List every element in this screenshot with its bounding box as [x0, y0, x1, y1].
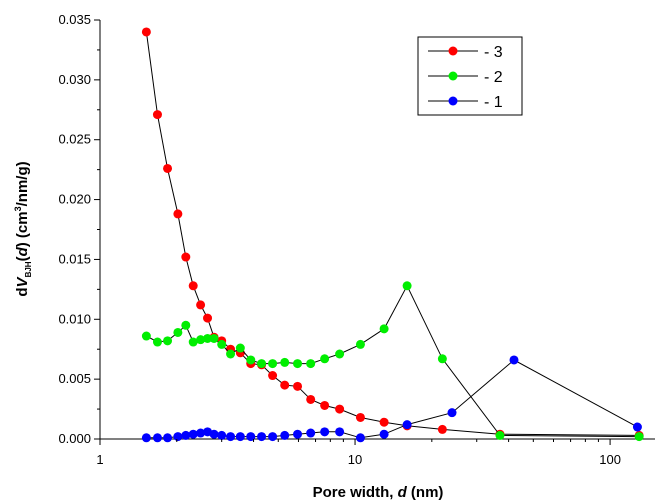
series-1-point	[447, 408, 457, 418]
series-3-line	[145, 31, 640, 436]
series-2-point	[379, 324, 389, 334]
series-1-point	[379, 429, 389, 439]
series-3-point	[188, 281, 198, 291]
series-1-point	[280, 430, 290, 440]
series-1-point	[335, 427, 345, 437]
series-2-point	[217, 339, 227, 349]
series-1-point	[320, 427, 330, 437]
series-1-point	[293, 429, 303, 439]
series-2-point	[257, 359, 267, 369]
series-3-point	[173, 209, 183, 219]
series-3-point	[163, 163, 173, 173]
series-1-point	[268, 432, 278, 442]
series-2-point	[163, 336, 173, 346]
series-1-point	[306, 428, 316, 438]
series-2-line	[146, 284, 640, 438]
series-2-point	[437, 354, 447, 364]
series-3-point	[141, 27, 151, 37]
series-2-point	[196, 335, 206, 345]
series-1-point	[141, 433, 151, 443]
series-2-point	[173, 327, 183, 337]
plot-area: 1 10 100 0.000 0.005 0.010 0.015 0.020 0.025 0.03…	[58, 12, 655, 467]
series-layer	[141, 27, 644, 443]
series-2	[141, 281, 644, 442]
x-tick-label: 100	[599, 452, 621, 467]
series-1-point	[632, 422, 642, 432]
series-3-point	[293, 381, 303, 391]
series-1-point	[355, 433, 365, 443]
series-2-point	[246, 355, 256, 365]
series-2-point	[634, 432, 644, 442]
series-3-point	[203, 313, 213, 323]
legend-label-3: - 3	[484, 44, 503, 61]
x-tick-label: 10	[348, 452, 362, 467]
series-2-point	[280, 357, 290, 367]
y-tick-label: 0.030	[58, 72, 91, 87]
series-1-point	[235, 432, 245, 442]
legend-label-1: - 1	[484, 94, 503, 111]
legend-marker-3	[448, 46, 458, 56]
series-3-point	[379, 417, 389, 427]
series-2-point	[293, 359, 303, 369]
series-2-point	[335, 349, 345, 359]
series-1-point	[196, 428, 206, 438]
series-3-point	[280, 380, 290, 390]
series-1-point	[509, 355, 519, 365]
series-1-point	[402, 420, 412, 430]
series-2-point	[495, 430, 505, 440]
series-2-point	[402, 281, 412, 291]
y-tick-label: 0.000	[58, 431, 91, 446]
plot-frame	[100, 20, 655, 439]
series-2-point	[355, 339, 365, 349]
x-tick-label: 1	[96, 452, 103, 467]
series-1-point	[246, 432, 256, 442]
series-1-point	[226, 432, 236, 442]
y-axis-title: dVBJH(d) (cm3/nm/g)	[13, 161, 33, 296]
series-3	[141, 27, 644, 440]
series-2-point	[209, 333, 219, 343]
series-2-point	[306, 359, 316, 369]
series-1-line	[146, 359, 638, 439]
series-2-point	[188, 337, 198, 347]
series-2-point	[320, 354, 330, 364]
series-3-point	[335, 404, 345, 414]
series-3-point	[320, 400, 330, 410]
y-tick-label: 0.035	[58, 12, 91, 27]
series-1-point	[181, 430, 191, 440]
series-1	[141, 355, 642, 443]
series-3-point	[268, 371, 278, 381]
series-2-point	[268, 359, 278, 369]
y-tick-label: 0.015	[58, 251, 91, 266]
y-tick-label: 0.025	[58, 132, 91, 147]
series-3-point	[181, 252, 191, 262]
series-3-point	[306, 394, 316, 404]
series-1-point	[257, 432, 267, 442]
series-2-point	[235, 343, 245, 353]
series-1-point	[188, 429, 198, 439]
series-3-point	[437, 424, 447, 434]
series-1-point	[152, 433, 162, 443]
series-1-point	[173, 432, 183, 442]
series-3-point	[355, 412, 365, 422]
series-1-point	[163, 433, 173, 443]
y-tick-label: 0.020	[58, 192, 91, 207]
y-tick-label: 0.005	[58, 371, 91, 386]
series-1-point	[217, 430, 227, 440]
legend-marker-2	[448, 71, 458, 81]
series-2-point	[181, 320, 191, 330]
series-1-point	[209, 429, 219, 439]
series-2-point	[203, 333, 213, 343]
y-tick-label: 0.010	[58, 311, 91, 326]
series-3-point	[152, 110, 162, 120]
series-2-point	[141, 331, 151, 341]
legend-marker-1	[448, 96, 458, 106]
legend-label-2: - 2	[484, 69, 503, 86]
ticks-layer: 1 10 100 0.000 0.005 0.010 0.015 0.020 0.025 0.03…	[58, 12, 620, 467]
series-3-point	[196, 300, 206, 310]
legend: - 3 - 2 - 1	[417, 36, 523, 116]
series-2-point	[226, 349, 236, 359]
x-axis-title: Pore width, d (nm)	[313, 484, 444, 501]
series-2-point	[152, 337, 162, 347]
